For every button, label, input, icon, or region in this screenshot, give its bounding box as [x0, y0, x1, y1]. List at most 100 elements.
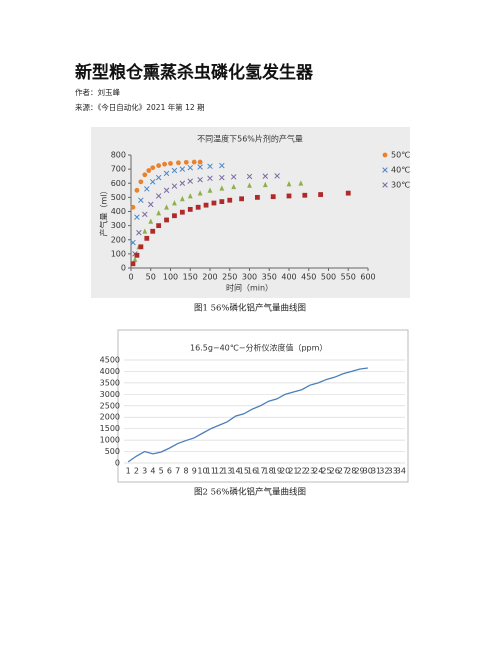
- legend-label: 40℃: [391, 166, 410, 175]
- point: [197, 176, 203, 183]
- x-tick-label: 350: [262, 273, 277, 282]
- point: [162, 161, 167, 167]
- point: [136, 229, 142, 236]
- x-tick-label: 21: [288, 467, 298, 476]
- point: [274, 173, 280, 179]
- point: [156, 223, 162, 229]
- y-tick-label: 500: [105, 447, 120, 456]
- point: [172, 213, 177, 219]
- x-tick-label: 32: [379, 467, 389, 476]
- point: [134, 252, 140, 258]
- point: [156, 163, 162, 168]
- x-tick-label: 15: [239, 467, 249, 476]
- point: [270, 194, 276, 200]
- x-tick-label: 17: [255, 467, 265, 476]
- x-tick-label: 24: [313, 467, 323, 476]
- point: [142, 228, 148, 234]
- point: [239, 196, 244, 202]
- x-tick-label: 50: [146, 273, 156, 282]
- x-tick-label: 7: [175, 467, 180, 476]
- legend-label: 50℃: [391, 151, 410, 160]
- point: [179, 195, 185, 202]
- point: [219, 199, 225, 205]
- y-tick-label: 500: [111, 193, 126, 202]
- point: [197, 159, 203, 165]
- point: [219, 185, 225, 191]
- y-tick-label: 700: [111, 165, 126, 174]
- x-tick-label: 31: [371, 467, 381, 476]
- point: [219, 174, 225, 181]
- point: [155, 174, 162, 181]
- y-tick-label: 4000: [100, 367, 120, 376]
- point: [179, 209, 185, 215]
- point: [345, 190, 351, 196]
- point: [155, 193, 162, 199]
- point: [144, 186, 150, 192]
- point: [171, 183, 178, 189]
- x-tick-label: 23: [305, 467, 315, 476]
- x-tick-label: 250: [222, 273, 237, 282]
- point: [148, 218, 154, 224]
- point: [171, 167, 178, 174]
- x-tick-label: 12: [214, 467, 224, 476]
- x-tick-label: 11: [206, 467, 216, 476]
- author: 作者：刘玉峰: [75, 88, 120, 97]
- point: [150, 165, 156, 171]
- chart-title: 不同温度下56%片剂的产气量: [197, 134, 303, 144]
- doc-title: 新型粮仓熏蒸杀虫磷化氢发生器: [75, 63, 313, 83]
- x-tick-label: 5: [159, 467, 164, 476]
- point: [230, 174, 237, 180]
- point: [156, 210, 162, 216]
- y-tick-label: 100: [111, 249, 126, 258]
- point: [172, 200, 177, 206]
- point: [227, 197, 233, 203]
- point: [142, 172, 148, 178]
- point: [286, 193, 292, 199]
- x-tick-label: 25: [321, 467, 331, 476]
- point: [142, 211, 148, 218]
- legend-label: 30℃: [391, 181, 410, 190]
- x-tick-label: 8: [183, 467, 188, 476]
- point: [191, 159, 197, 165]
- point: [187, 206, 193, 212]
- y-tick-label: 4500: [100, 356, 120, 365]
- point: [168, 161, 173, 166]
- x-tick-label: 13: [222, 467, 232, 476]
- point: [130, 261, 136, 267]
- point: [197, 164, 203, 170]
- x-tick-label: 28: [346, 467, 356, 476]
- x-tick-label: 100: [163, 273, 178, 282]
- x-tick-label: 1: [126, 467, 131, 476]
- figure-caption: 图1 56%磷化铝产气量曲线图: [194, 303, 306, 314]
- x-tick-label: 19: [272, 467, 282, 476]
- point: [262, 173, 269, 179]
- y-tick-label: 2500: [100, 401, 120, 410]
- y-tick-label: 0: [115, 459, 120, 468]
- x-axis-label: 时间（min）: [226, 283, 273, 293]
- point: [231, 183, 237, 190]
- y-tick-label: 0: [121, 264, 126, 273]
- y-tick-label: 400: [111, 207, 126, 216]
- point: [207, 163, 213, 170]
- point: [187, 178, 194, 184]
- point: [164, 217, 169, 223]
- point: [138, 197, 144, 203]
- point: [219, 162, 225, 169]
- y-tick-label: 2000: [100, 413, 120, 422]
- chart-title: 16.5g−40℃−分析仪浓度值（ppm）: [190, 343, 327, 353]
- x-tick-label: 10: [197, 467, 207, 476]
- y-axis-label: 产气量（ml）: [99, 186, 109, 236]
- x-tick-label: 4: [150, 467, 155, 476]
- x-tick-label: 0: [128, 273, 133, 282]
- y-tick-label: 3000: [100, 390, 120, 399]
- point: [183, 159, 189, 165]
- x-tick-label: 150: [183, 273, 198, 282]
- x-tick-label: 20: [280, 467, 290, 476]
- point: [134, 187, 140, 193]
- point: [150, 228, 156, 234]
- point: [318, 192, 323, 197]
- legend-marker: [382, 182, 388, 188]
- x-tick-label: 34: [396, 467, 406, 476]
